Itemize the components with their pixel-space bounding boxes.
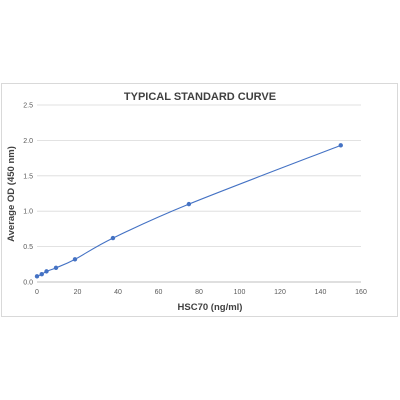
y-axis-title: Average OD (450 nm) [6, 146, 17, 242]
chart-title: TYPICAL STANDARD CURVE [124, 91, 276, 103]
data-point [72, 257, 78, 262]
x-tick-label: 80 [195, 289, 203, 296]
y-tick-labels: 0.0 0.5 1.0 1.5 2.0 2.5 [23, 103, 33, 287]
x-tick-label: 0 [35, 289, 39, 296]
x-tick-label: 140 [315, 289, 327, 296]
data-points [34, 143, 343, 279]
data-point [44, 269, 49, 274]
grid-lines [37, 104, 361, 248]
y-tick-label: 2.0 [23, 138, 33, 145]
x-tick-label: 160 [355, 289, 367, 296]
data-point [34, 274, 40, 279]
y-tick-label: 2.5 [23, 103, 33, 110]
y-tick-label: 0.0 [23, 280, 33, 287]
x-tick-label: 40 [114, 289, 122, 296]
x-tick-label: 20 [74, 289, 82, 296]
y-tick-label: 1.5 [23, 173, 33, 180]
data-point [39, 272, 44, 277]
x-tick-label: 60 [155, 289, 163, 296]
data-point [110, 235, 116, 241]
y-tick-label: 0.5 [23, 244, 33, 251]
x-tick-label: 120 [274, 289, 286, 296]
x-tick-labels: 0 20 40 60 80 100 120 140 160 [35, 289, 367, 296]
x-axis-title: HSC70 (ng/ml) [178, 302, 243, 313]
data-point [53, 265, 59, 271]
x-tick-label: 100 [234, 289, 246, 296]
data-point [186, 201, 192, 207]
data-point [338, 143, 343, 148]
y-tick-label: 1.0 [23, 209, 33, 216]
